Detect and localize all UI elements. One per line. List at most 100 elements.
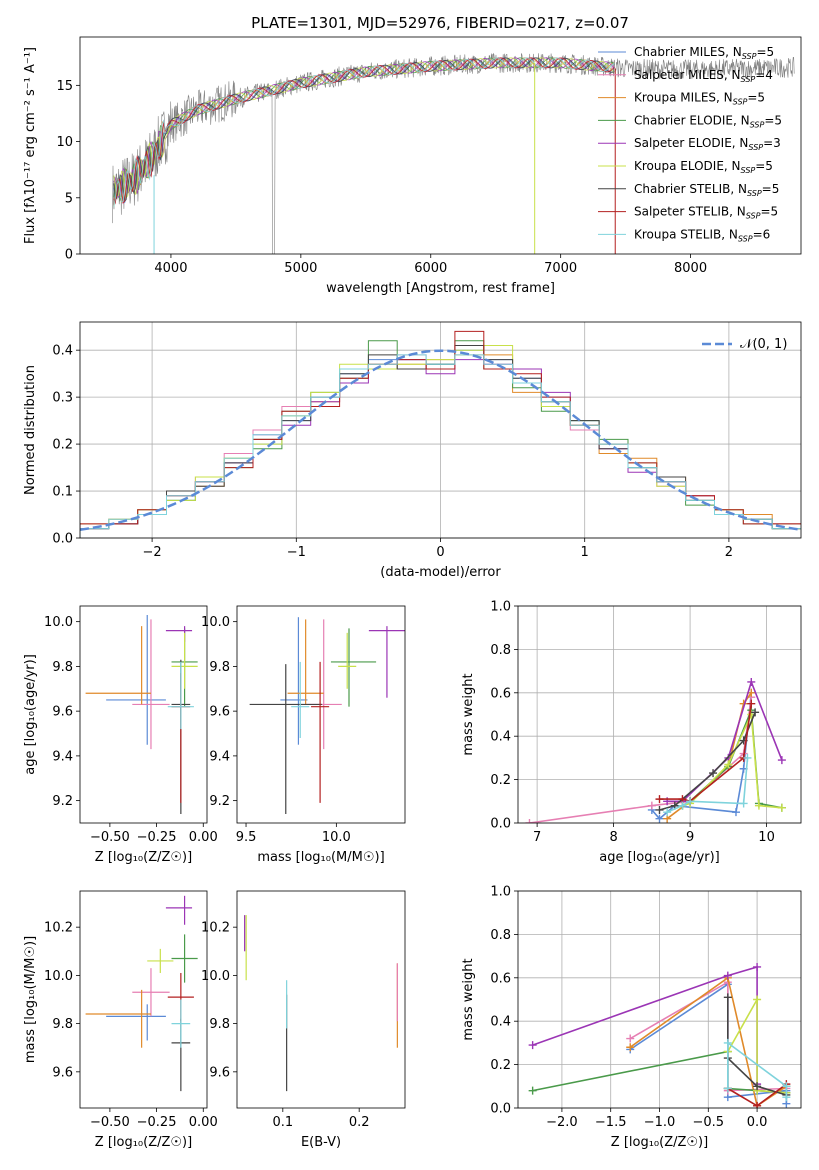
series-marker — [782, 1082, 791, 1091]
x-tick-label: 0.1 — [272, 1115, 293, 1130]
y-axis-label: Normed distribution — [23, 365, 38, 495]
series-line — [667, 679, 783, 803]
series-marker — [754, 801, 763, 810]
errorbar-group — [249, 617, 405, 815]
x-tick-label: 8000 — [674, 261, 707, 276]
x-axis-label: wavelength [Angstrom, rest frame] — [326, 281, 555, 296]
y-tick-label: 5 — [65, 191, 73, 206]
x-axis-label: E(B-V) — [301, 1135, 341, 1150]
axes-frame — [79, 36, 802, 255]
legend-label: Chabrier MILES, NSSP=5 — [634, 45, 774, 61]
series-marker — [739, 799, 748, 808]
y-tick-label: 15 — [56, 79, 73, 94]
y-tick-label: 0.0 — [490, 817, 511, 832]
axes-frame — [79, 890, 208, 1109]
model-spectrum-line — [113, 57, 615, 208]
legend-value: =3 — [763, 136, 781, 150]
data-spectrum-line — [112, 52, 795, 254]
y-tick-label: 0.2 — [52, 438, 73, 453]
y-tick-label: 0.4 — [52, 344, 73, 359]
series-marker — [678, 801, 687, 810]
model-spectrum-line — [113, 57, 615, 199]
x-tick-label: −1.5 — [595, 1115, 627, 1130]
x-tick-label: 5000 — [284, 261, 317, 276]
x-tick-label: −1.0 — [644, 1115, 676, 1130]
y-tick-label: 0.4 — [490, 1015, 511, 1030]
y-tick-label: 0.6 — [490, 971, 511, 986]
x-axis-label: Z [log₁₀(Z/Z☉)] — [95, 850, 192, 865]
series-marker — [747, 699, 756, 708]
legend-value: =5 — [755, 159, 773, 173]
x-tick-label: 7000 — [544, 261, 577, 276]
series-marker — [709, 769, 718, 778]
y-tick-label: 9.6 — [52, 1065, 73, 1080]
series-marker — [686, 797, 695, 806]
legend-label: Chabrier STELIB, NSSP=5 — [634, 182, 779, 198]
histogram-series — [80, 354, 801, 538]
x-tick-label: 0.2 — [349, 1115, 370, 1130]
y-tick-label: 0.6 — [490, 686, 511, 701]
axes-frame — [517, 890, 802, 1109]
series-marker — [655, 805, 664, 814]
legend-label: 𝒩(0, 1) — [740, 337, 787, 352]
y-tick-label: 0.0 — [490, 1102, 511, 1117]
y-tick-label: 9.6 — [209, 705, 230, 720]
y-tick-label: 9.8 — [209, 660, 230, 675]
legend-subscript: SSP — [738, 234, 753, 243]
legend-subscript: SSP — [741, 166, 756, 175]
spectrum-group — [112, 52, 795, 254]
y-axis-label: mass [log₁₀(M/M☉)] — [23, 936, 38, 1063]
model-spectrum-line — [113, 57, 615, 205]
legend-value: =5 — [756, 45, 774, 59]
axes-frame — [517, 605, 802, 824]
y-tick-label: 9.6 — [52, 705, 73, 720]
series-marker — [753, 962, 762, 971]
legend-value: =5 — [747, 91, 765, 105]
series-marker — [782, 1093, 791, 1102]
y-tick-label: 10.0 — [44, 615, 73, 630]
legend-value: =5 — [762, 182, 780, 196]
model-spectrum-line — [113, 57, 615, 204]
y-axis-label: mass weight — [461, 958, 476, 1040]
legend-label: Salpeter STELIB, NSSP=5 — [634, 205, 778, 221]
errorbar-group — [85, 895, 198, 1092]
line-group — [528, 962, 791, 1108]
legend-label: Kroupa ELODIE, NSSP=5 — [634, 159, 773, 175]
x-tick-label: −0.5 — [693, 1115, 725, 1130]
histogram-group — [80, 330, 801, 538]
y-tick-label: 9.4 — [209, 749, 230, 764]
legend-label: Salpeter MILES, NSSP=4 — [634, 68, 773, 84]
figure-title: PLATE=1301, MJD=52976, FIBERID=0217, z=0… — [251, 14, 629, 32]
legend-label: Chabrier ELODIE, NSSP=5 — [634, 113, 782, 129]
y-tick-label: 9.8 — [52, 660, 73, 675]
x-tick-label: −0.50 — [90, 1115, 130, 1130]
series-marker — [723, 971, 732, 980]
y-tick-label: 10.2 — [201, 921, 230, 936]
x-tick-label: −2.0 — [546, 1115, 578, 1130]
legend-subscript: SSP — [741, 75, 756, 84]
x-tick-label: −0.50 — [90, 830, 130, 845]
x-tick-label: −0.25 — [137, 830, 177, 845]
model-spectrum-line — [113, 57, 615, 202]
y-tick-label: 0.2 — [490, 773, 511, 788]
series-line — [629, 976, 787, 1108]
series-marker — [626, 1034, 635, 1043]
x-tick-label: 1 — [581, 545, 589, 560]
y-axis-label: Flux [fλ10⁻¹⁷ erg cm⁻² s⁻¹ A⁻¹] — [23, 47, 38, 244]
legend-value: =4 — [755, 68, 773, 82]
axes-frame — [236, 605, 406, 824]
x-tick-label: −1 — [287, 545, 306, 560]
x-axis-label: (data-model)/error — [380, 565, 501, 580]
series-line — [651, 692, 753, 820]
legend-subscript: SSP — [733, 98, 748, 107]
x-tick-label: 9 — [686, 830, 694, 845]
series-marker — [528, 1041, 537, 1050]
y-tick-label: 10 — [56, 135, 73, 150]
y-tick-label: 10.2 — [44, 921, 73, 936]
x-tick-label: −0.25 — [137, 1115, 177, 1130]
y-tick-label: 10.0 — [201, 615, 230, 630]
x-tick-label: 7 — [533, 830, 541, 845]
x-tick-label: 0.00 — [189, 830, 218, 845]
series-marker — [731, 808, 740, 817]
